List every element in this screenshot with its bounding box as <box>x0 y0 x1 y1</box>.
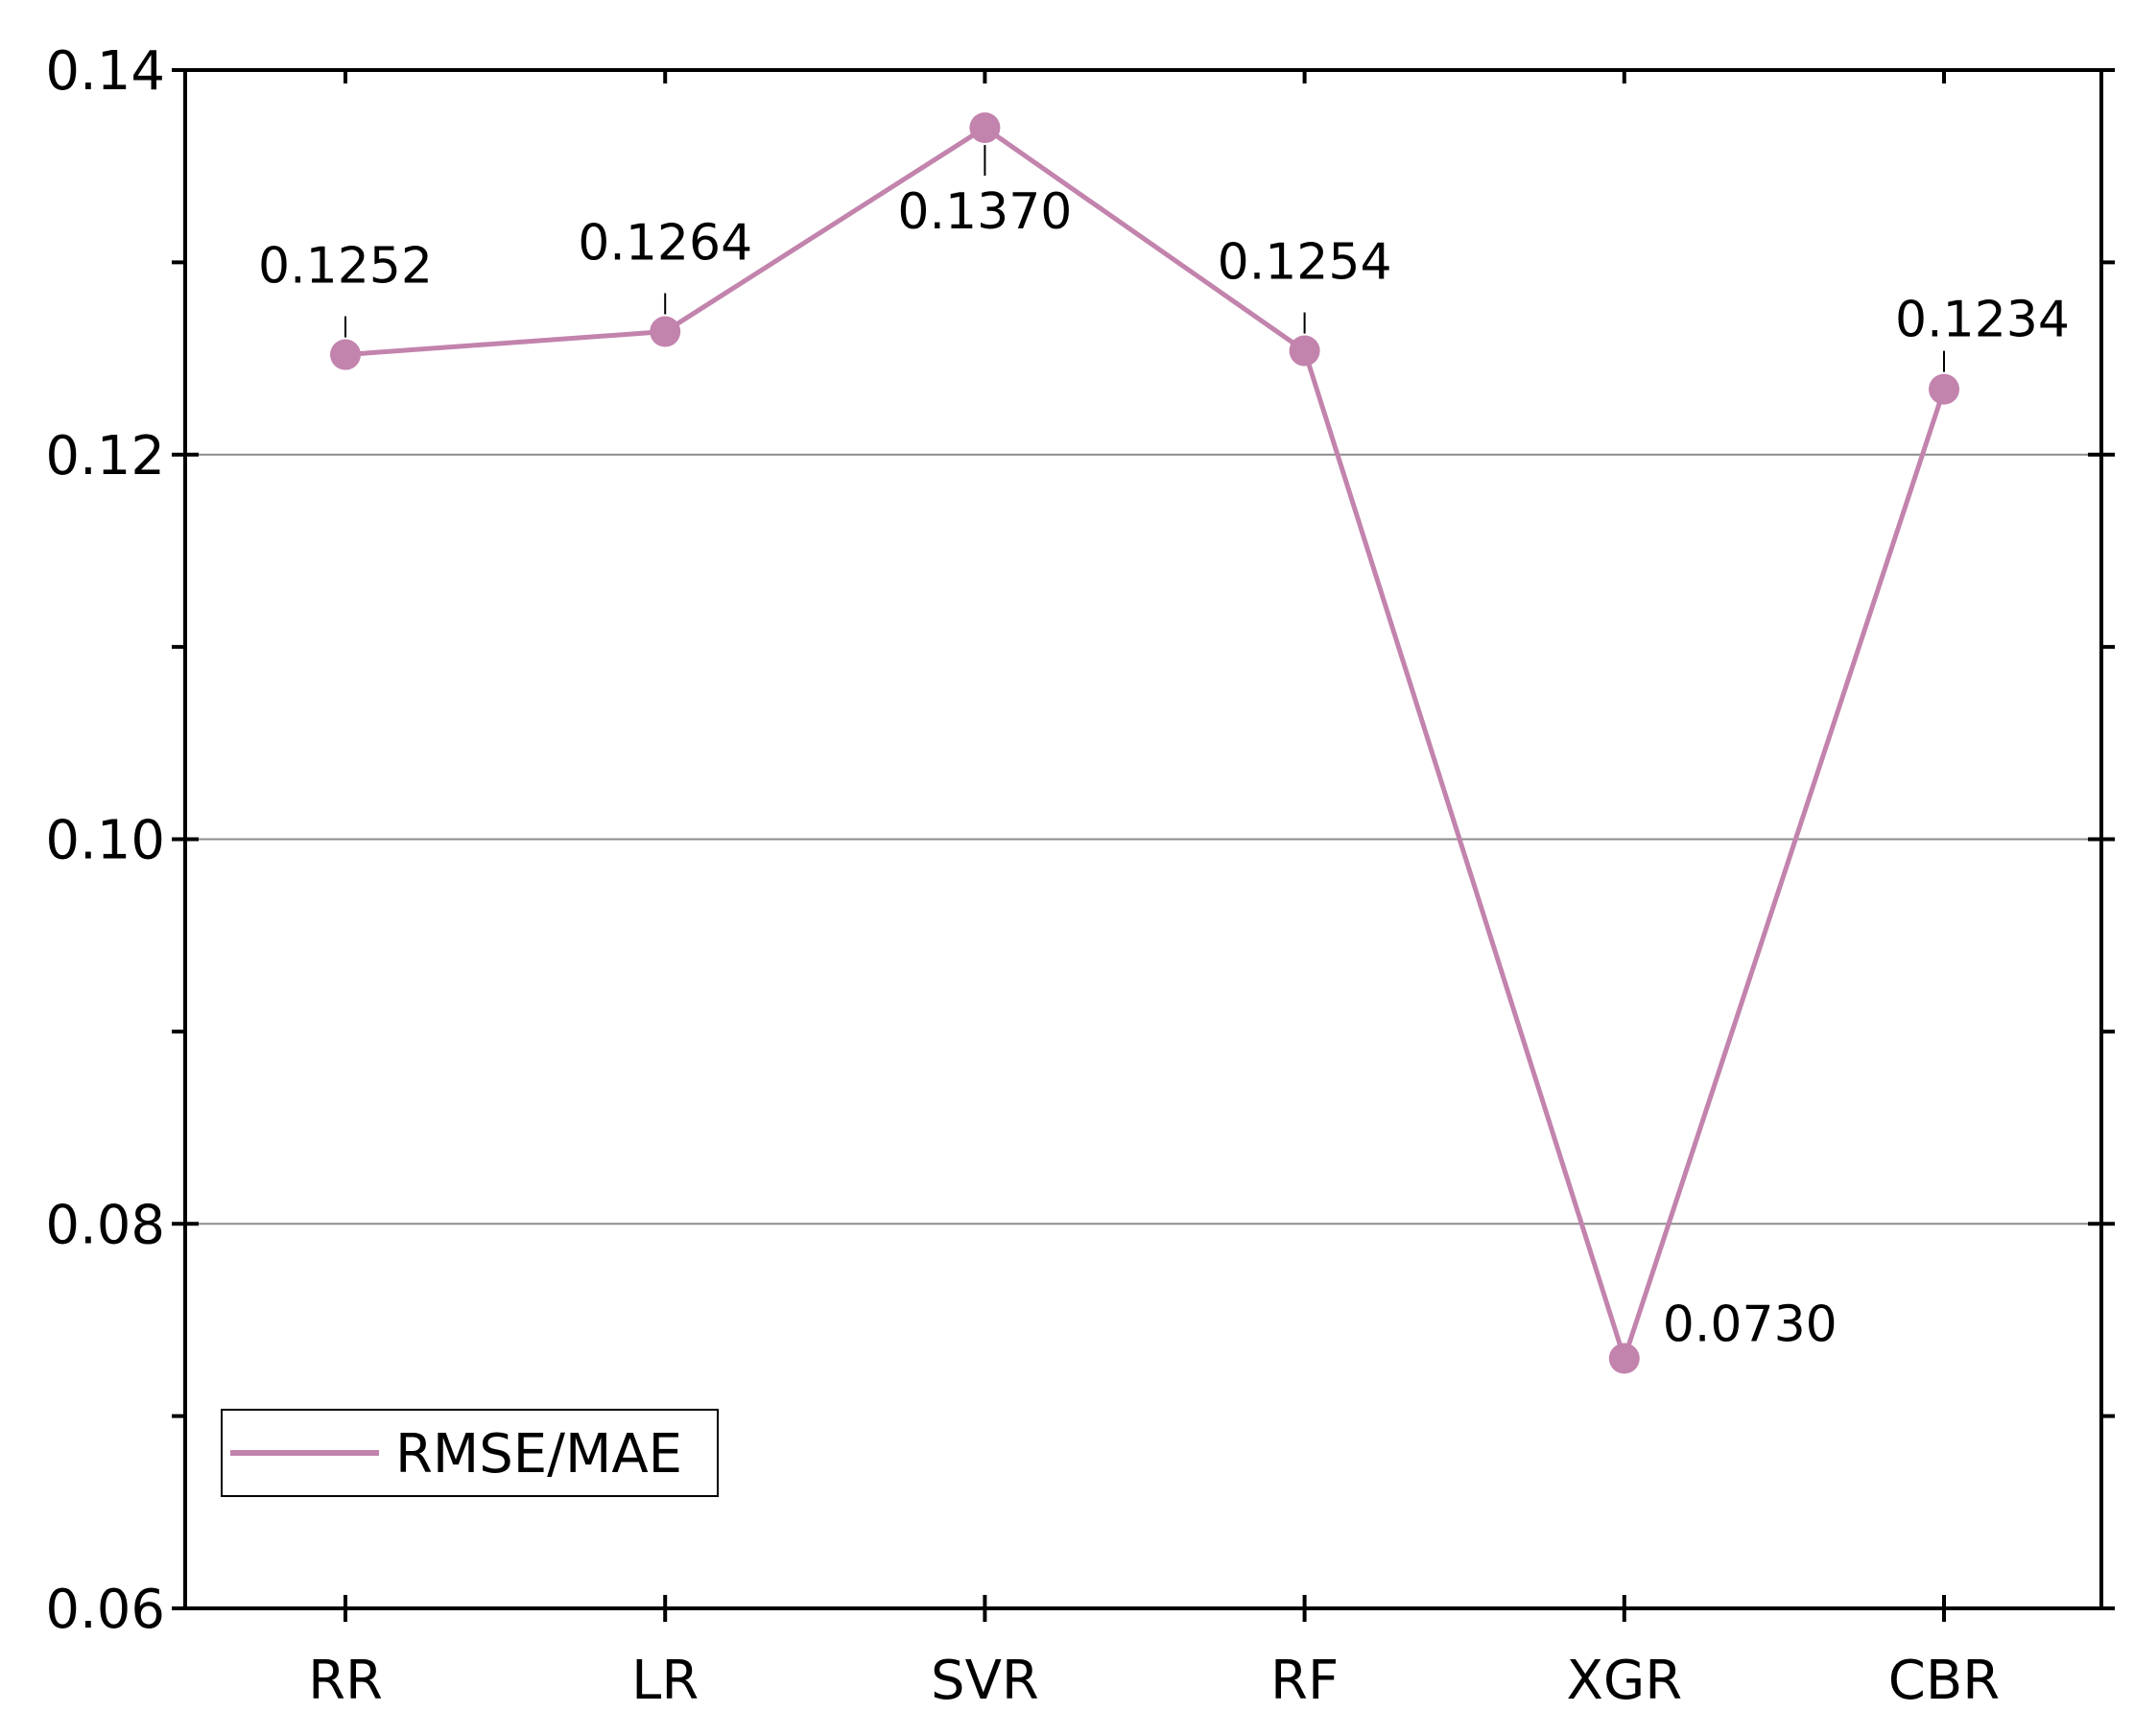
data-label: 0.1264 <box>578 215 752 273</box>
data-labels: 0.1252 0.1264 0.1370 0.1254 0.0730 0.1234 <box>258 145 2070 1354</box>
y-tick-label: 0.14 <box>45 40 165 103</box>
y-tick-label: 0.12 <box>45 425 165 488</box>
series-line <box>344 125 1947 1362</box>
data-label: 0.1252 <box>258 238 433 296</box>
legend-label: RMSE/MAE <box>395 1423 682 1486</box>
x-tick-label: RF <box>1270 1650 1339 1712</box>
data-point <box>330 339 361 370</box>
data-label: 0.1370 <box>897 183 1072 241</box>
series-layer <box>330 112 1959 1374</box>
x-tick-label: SVR <box>931 1650 1039 1712</box>
y-tick-label: 0.08 <box>45 1194 165 1256</box>
data-point <box>1289 335 1320 367</box>
data-point <box>650 316 681 347</box>
gridlines <box>185 453 2101 1225</box>
data-label: 0.1234 <box>1895 292 2070 349</box>
legend: RMSE/MAE <box>221 1409 719 1497</box>
data-point <box>1608 1343 1640 1374</box>
x-tick-label: CBR <box>1888 1650 2000 1712</box>
data-point <box>1929 373 1959 405</box>
x-tick-label: RR <box>308 1650 383 1712</box>
x-tick-label: XGR <box>1566 1650 1682 1712</box>
x-tick-label: LR <box>631 1650 699 1712</box>
data-label: 0.0730 <box>1663 1296 1838 1354</box>
data-point <box>969 112 1001 144</box>
y-tick-label: 0.10 <box>45 810 165 872</box>
axis-ticks: 0.06 0.08 0.10 0.12 0.14 RR LR SVR RF XGR CBR <box>45 40 2115 1712</box>
y-tick-label: 0.06 <box>45 1579 165 1641</box>
data-label: 0.1254 <box>1218 234 1392 292</box>
